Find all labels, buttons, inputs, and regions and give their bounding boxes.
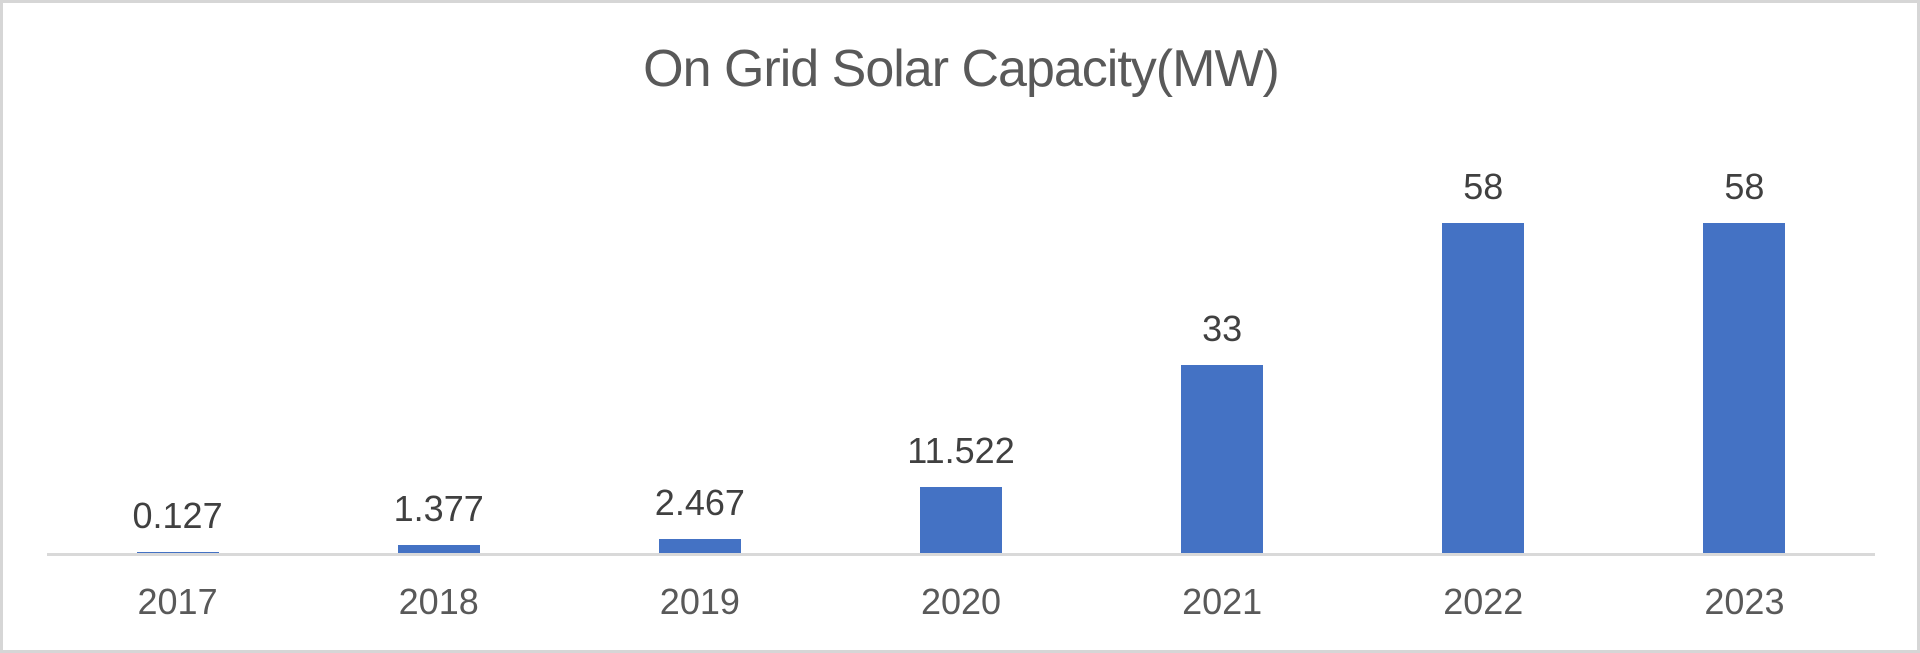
bar-2020	[920, 487, 1002, 553]
bar-2019	[658, 539, 741, 553]
data-label-2017: 0.127	[132, 495, 223, 536]
x-axis-label-2021: 2021	[1182, 581, 1263, 622]
x-axis-line	[47, 553, 1875, 556]
plot-area: 0.127 2017 1.377 2018 2.467 2019 11.522 2020 33 2…	[3, 3, 1917, 650]
x-axis-label-2023: 2023	[1704, 581, 1785, 622]
bar-2021	[1181, 365, 1264, 553]
bar-2017	[136, 552, 219, 553]
data-label-2021: 33	[1202, 308, 1243, 349]
x-axis-label-2017: 2017	[137, 581, 218, 622]
x-axis-label-2020: 2020	[920, 581, 1002, 622]
bar-2023	[1703, 223, 1786, 553]
chart-title: On Grid Solar Capacity(MW)	[643, 40, 1280, 98]
data-label-2020: 11.522	[907, 430, 1015, 471]
data-label-2023: 58	[1724, 166, 1765, 207]
x-axis-label-2019: 2019	[659, 581, 740, 622]
x-axis-label-2022: 2022	[1443, 581, 1524, 622]
bar-2018	[397, 545, 480, 553]
data-label-2022: 58	[1463, 166, 1504, 207]
bar-2022	[1442, 223, 1525, 553]
data-label-2018: 1.377	[393, 488, 484, 529]
x-axis-label-2018: 2018	[398, 581, 479, 622]
data-label-2019: 2.467	[654, 482, 745, 523]
